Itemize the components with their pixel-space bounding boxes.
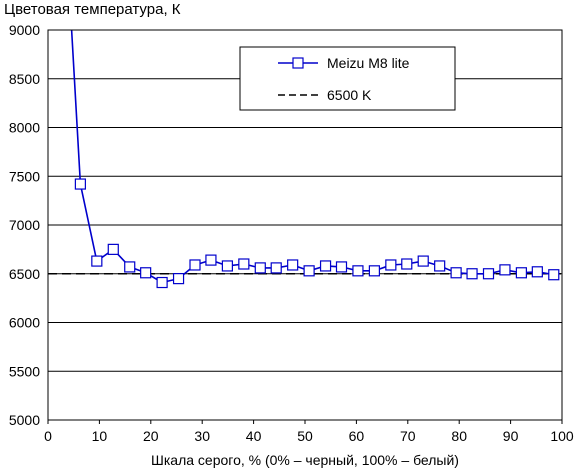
data-point-marker xyxy=(352,265,364,277)
data-point-marker xyxy=(270,262,282,274)
data-point-marker xyxy=(548,269,560,281)
y-tick-label: 8500 xyxy=(9,71,40,87)
data-point-marker xyxy=(156,276,168,289)
legend-series-marker xyxy=(292,57,304,69)
data-point-marker xyxy=(499,264,511,276)
legend-reference-label: 6500 K xyxy=(327,87,372,103)
data-point-marker xyxy=(221,260,233,272)
y-tick-labels: 5000 5500 6000 6500 7000 7500 8000 8500 9000 xyxy=(9,22,40,428)
y-tick-label: 5500 xyxy=(9,363,40,379)
x-tick-label: 100 xyxy=(550,428,574,444)
legend: Meizu M8 lite 6500 K xyxy=(239,46,456,111)
x-tick-label: 50 xyxy=(297,428,313,444)
series-line-meizu-m8-lite xyxy=(70,30,554,284)
data-point-marker xyxy=(401,258,413,270)
x-tick-label: 0 xyxy=(44,428,52,444)
data-point-marker xyxy=(91,255,103,267)
y-tick-label: 9000 xyxy=(9,22,40,38)
x-tick-label: 30 xyxy=(194,428,210,444)
data-point-marker xyxy=(172,273,185,285)
x-tick-labels: 0 10 20 30 40 50 60 70 80 90 100 xyxy=(44,420,574,444)
data-point-marker xyxy=(74,178,86,190)
data-point-marker xyxy=(335,261,348,273)
legend-series-label: Meizu M8 lite xyxy=(327,55,410,71)
y-tick-label: 7000 xyxy=(9,217,40,233)
data-point-marker xyxy=(303,265,315,277)
data-point-marker xyxy=(254,262,266,274)
data-point-marker xyxy=(368,265,380,277)
data-point-marker xyxy=(319,260,332,272)
x-tick-label: 40 xyxy=(246,428,262,444)
y-tick-label: 8000 xyxy=(9,120,40,136)
data-point-marker xyxy=(531,266,543,278)
data-point-marker xyxy=(107,243,119,255)
legend-box xyxy=(239,46,456,111)
y-tick-label: 6500 xyxy=(9,266,40,282)
data-point-marker xyxy=(189,259,201,271)
data-point-marker xyxy=(124,261,136,273)
data-point-marker xyxy=(482,268,495,280)
data-point-marker xyxy=(515,267,527,279)
data-point-marker xyxy=(385,259,397,271)
data-point-marker xyxy=(238,258,250,270)
x-tick-label: 70 xyxy=(400,428,416,444)
data-point-marker xyxy=(434,260,446,272)
x-tick-label: 60 xyxy=(349,428,365,444)
y-tick-label: 5000 xyxy=(9,412,40,428)
data-point-marker xyxy=(466,268,478,280)
y-tick-label: 6000 xyxy=(9,315,40,331)
series-group xyxy=(70,30,560,289)
x-tick-label: 10 xyxy=(92,428,108,444)
data-point-marker xyxy=(287,259,299,271)
x-tick-label: 90 xyxy=(503,428,519,444)
y-tick-label: 7500 xyxy=(9,168,40,184)
x-axis-title: Шкала серого, % (0% – черный, 100% – бел… xyxy=(151,452,459,468)
data-point-marker xyxy=(450,267,462,279)
y-axis-title: Цветовая температура, К xyxy=(4,1,181,18)
data-point-marker xyxy=(140,267,152,279)
data-point-marker xyxy=(205,254,217,266)
x-tick-label: 80 xyxy=(451,428,467,444)
x-tick-label: 20 xyxy=(143,428,159,444)
data-point-marker xyxy=(417,255,429,267)
